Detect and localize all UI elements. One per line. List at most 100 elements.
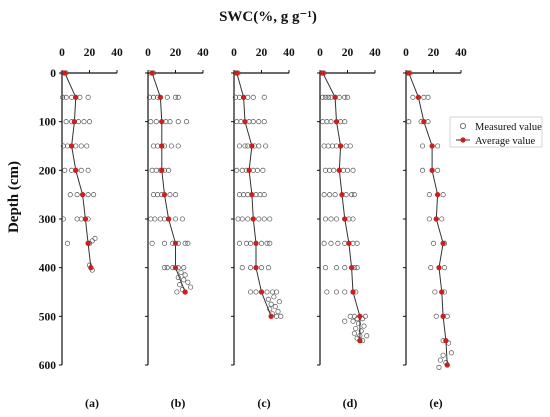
measured-point bbox=[406, 119, 412, 125]
measured-point bbox=[260, 167, 266, 173]
measured-point bbox=[342, 289, 348, 295]
measured-point bbox=[243, 240, 249, 246]
average-point bbox=[444, 362, 450, 368]
measured-point bbox=[347, 313, 353, 319]
average-point bbox=[250, 216, 256, 222]
measured-point bbox=[174, 289, 180, 295]
measured-point bbox=[256, 216, 262, 222]
measured-point bbox=[172, 192, 179, 198]
x-tick-label: 0 bbox=[145, 47, 151, 59]
measured-point bbox=[320, 94, 326, 100]
panel-3: 0 20 40 (c) bbox=[231, 47, 295, 410]
measured-point bbox=[164, 265, 170, 271]
average-point bbox=[159, 119, 165, 125]
measured-point bbox=[247, 289, 254, 295]
measured-point bbox=[322, 167, 329, 173]
x-tick-label: 40 bbox=[369, 47, 381, 59]
measured-point bbox=[84, 143, 90, 149]
measured-point bbox=[322, 94, 329, 100]
measured-point bbox=[328, 240, 334, 246]
average-point bbox=[166, 216, 172, 222]
measured-point bbox=[322, 265, 329, 271]
measured-point bbox=[268, 301, 274, 307]
measured-point bbox=[342, 265, 348, 271]
measured-point bbox=[78, 143, 84, 149]
y-axis-label: Depth (cm) bbox=[6, 161, 22, 233]
legend-average-label: Average value bbox=[475, 136, 535, 147]
measured-point bbox=[274, 313, 280, 319]
measured-point bbox=[150, 143, 157, 149]
measured-point bbox=[333, 265, 340, 271]
measured-point bbox=[351, 313, 357, 319]
measured-point bbox=[182, 240, 188, 246]
measured-point bbox=[439, 216, 445, 222]
measured-point bbox=[441, 265, 448, 271]
measured-point bbox=[421, 94, 427, 100]
average-point bbox=[234, 70, 240, 76]
measured-point bbox=[335, 240, 341, 246]
measured-point bbox=[181, 265, 187, 271]
legend-box bbox=[449, 116, 543, 148]
measured-point bbox=[247, 240, 254, 246]
measured-point bbox=[350, 318, 356, 324]
measured-point bbox=[256, 143, 262, 149]
measured-point bbox=[241, 192, 247, 198]
measured-point bbox=[236, 143, 243, 149]
measured-point bbox=[261, 94, 267, 100]
measured-point bbox=[344, 94, 351, 100]
legend-average-marker bbox=[460, 137, 466, 143]
measured-point bbox=[261, 192, 267, 198]
measured-point bbox=[264, 289, 270, 295]
x-tick-label: 0 bbox=[317, 47, 323, 59]
measured-point bbox=[245, 216, 251, 222]
measured-point bbox=[278, 313, 284, 319]
average-point bbox=[71, 119, 77, 125]
average-point bbox=[268, 313, 274, 319]
average-line bbox=[151, 72, 186, 293]
measured-point bbox=[265, 296, 271, 302]
measured-point bbox=[271, 294, 277, 300]
panel-label: (b) bbox=[171, 396, 186, 410]
average-point bbox=[242, 119, 248, 125]
measured-point bbox=[358, 328, 364, 334]
x-tick-label: 20 bbox=[170, 47, 182, 59]
measured-point bbox=[436, 364, 442, 370]
measured-point bbox=[350, 216, 356, 222]
average-point bbox=[149, 70, 155, 76]
average-point bbox=[159, 143, 165, 149]
average-point bbox=[440, 313, 446, 319]
average-point bbox=[439, 289, 445, 295]
average-point bbox=[346, 240, 352, 246]
average-point bbox=[436, 265, 442, 271]
measured-point bbox=[183, 119, 190, 125]
measured-point bbox=[261, 119, 267, 125]
measured-point bbox=[148, 216, 154, 222]
average-line bbox=[408, 72, 448, 366]
measured-point bbox=[349, 192, 355, 198]
average-point bbox=[357, 338, 363, 344]
measured-point bbox=[91, 192, 97, 198]
average-line bbox=[322, 72, 361, 341]
measured-point bbox=[428, 265, 434, 271]
measured-point bbox=[419, 167, 426, 173]
average-point bbox=[443, 338, 449, 344]
average-point bbox=[433, 216, 439, 222]
measured-point bbox=[321, 143, 327, 149]
measured-point bbox=[60, 216, 66, 222]
measured-point bbox=[242, 143, 248, 149]
measured-point bbox=[362, 313, 368, 319]
measured-point bbox=[327, 167, 333, 173]
measured-point bbox=[410, 94, 416, 100]
chart-title: SWC(%, g g⁻¹) bbox=[219, 9, 317, 25]
x-tick-label: 20 bbox=[84, 47, 96, 59]
measured-point bbox=[85, 167, 91, 173]
measured-point bbox=[324, 119, 330, 125]
average-point bbox=[332, 94, 338, 100]
measured-point bbox=[320, 119, 326, 125]
measured-point bbox=[175, 143, 181, 149]
measured-point bbox=[331, 167, 337, 173]
panel-label: (d) bbox=[343, 396, 358, 410]
measured-point bbox=[164, 94, 170, 100]
